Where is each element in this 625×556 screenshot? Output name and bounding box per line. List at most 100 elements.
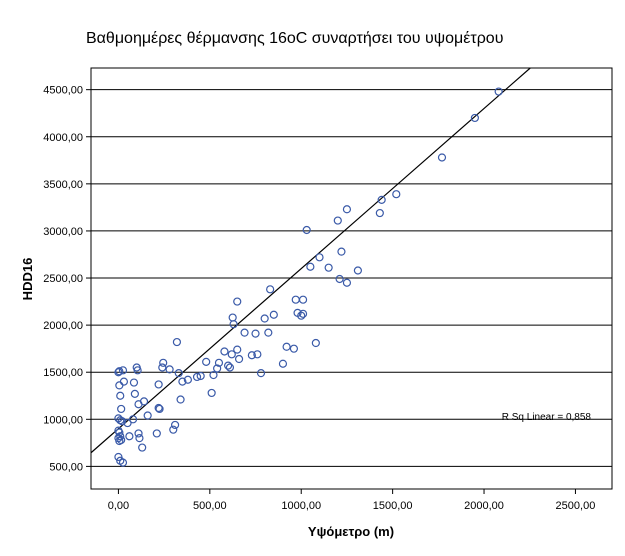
data-point	[269, 310, 278, 319]
data-point	[118, 366, 128, 375]
data-point	[224, 361, 233, 370]
data-point	[220, 347, 229, 356]
data-point	[324, 263, 333, 272]
data-point	[154, 380, 163, 389]
data-point	[260, 314, 269, 323]
data-point	[335, 274, 344, 284]
data-point	[306, 262, 315, 271]
x-axis-title: Υψόμετρο (m)	[308, 524, 394, 539]
data-point	[233, 297, 242, 306]
x-axis-ticks: 0,00 500,00 1000,00 1500,00 2000,00 2500,00	[108, 489, 595, 512]
y-tick-label: 2000,00	[43, 320, 83, 332]
data-point	[135, 434, 144, 443]
data-point	[172, 337, 182, 347]
data-point	[178, 377, 187, 386]
data-point	[115, 381, 124, 390]
gridlines	[91, 89, 612, 467]
data-point	[130, 389, 139, 398]
data-point	[174, 369, 183, 378]
data-point	[253, 350, 262, 359]
data-point	[192, 372, 202, 382]
data-point	[342, 278, 352, 287]
data-point	[213, 364, 222, 373]
y-tick-label: 500,00	[49, 461, 83, 473]
data-points	[114, 87, 503, 467]
data-point	[169, 425, 178, 434]
data-point	[227, 350, 236, 359]
regression-line	[90, 67, 531, 454]
fit-line-layer	[90, 67, 531, 454]
data-point	[494, 87, 503, 96]
y-tick-label: 3000,00	[43, 226, 83, 238]
data-point	[118, 458, 128, 467]
data-point	[176, 395, 185, 404]
data-point	[342, 205, 352, 214]
data-point	[377, 195, 386, 204]
data-point	[392, 190, 401, 199]
data-point	[159, 358, 168, 367]
data-point	[289, 344, 299, 353]
y-axis-ticks: 500,00 1000,00 1500,00 2000,00 2500,00 3000,0…	[43, 85, 91, 473]
data-point	[315, 253, 324, 262]
data-point	[264, 328, 273, 337]
x-tick-label: 500,00	[193, 500, 227, 512]
data-point	[311, 338, 320, 348]
data-point	[158, 363, 167, 372]
data-point	[225, 363, 235, 372]
data-point	[234, 354, 244, 364]
data-point	[154, 403, 163, 413]
y-tick-label: 2500,00	[43, 273, 83, 285]
data-point	[256, 369, 266, 378]
data-point	[117, 417, 127, 426]
data-point	[266, 285, 275, 294]
data-point	[437, 153, 447, 162]
data-point	[139, 397, 149, 406]
data-point	[134, 429, 143, 438]
data-point	[117, 404, 126, 414]
data-point	[196, 371, 205, 381]
data-point	[202, 357, 211, 366]
y-tick-label: 1000,00	[43, 414, 83, 426]
data-point	[128, 415, 138, 424]
data-point	[209, 370, 218, 380]
r-squared-annotation: R Sq Linear = 0,858	[502, 412, 592, 423]
data-point	[129, 378, 139, 387]
data-point	[297, 311, 306, 320]
data-point	[152, 429, 161, 438]
data-point	[155, 404, 164, 414]
data-point	[240, 328, 249, 337]
data-point	[116, 432, 125, 441]
data-point	[229, 320, 238, 329]
y-axis-title: HDD16	[20, 258, 35, 301]
data-point	[114, 368, 123, 377]
data-point	[333, 216, 342, 225]
x-tick-label: 0,00	[108, 500, 129, 512]
data-point	[165, 365, 174, 374]
y-tick-label: 4000,00	[43, 132, 83, 144]
y-tick-label: 3500,00	[43, 179, 83, 191]
data-point	[298, 295, 308, 304]
data-point	[207, 388, 216, 398]
data-point	[183, 375, 192, 384]
data-point	[375, 208, 384, 218]
data-point	[353, 266, 362, 275]
data-point	[123, 418, 132, 428]
data-point	[138, 443, 147, 452]
data-point	[115, 436, 124, 446]
x-tick-label: 1000,00	[281, 500, 321, 512]
data-point	[125, 432, 134, 441]
data-point	[214, 358, 224, 367]
chart-title: Βαθμοημέρες θέρμανσης 16oC συναρτήσει το…	[86, 30, 504, 47]
data-point	[302, 225, 311, 235]
data-point	[337, 247, 346, 256]
data-point	[115, 367, 124, 376]
data-point	[114, 452, 123, 462]
data-point	[170, 420, 180, 430]
y-tick-label: 4500,00	[43, 85, 83, 97]
data-point	[251, 329, 260, 338]
data-point	[298, 309, 308, 318]
x-tick-label: 2000,00	[464, 500, 504, 512]
x-tick-label: 1500,00	[373, 500, 413, 512]
data-point	[116, 391, 125, 400]
